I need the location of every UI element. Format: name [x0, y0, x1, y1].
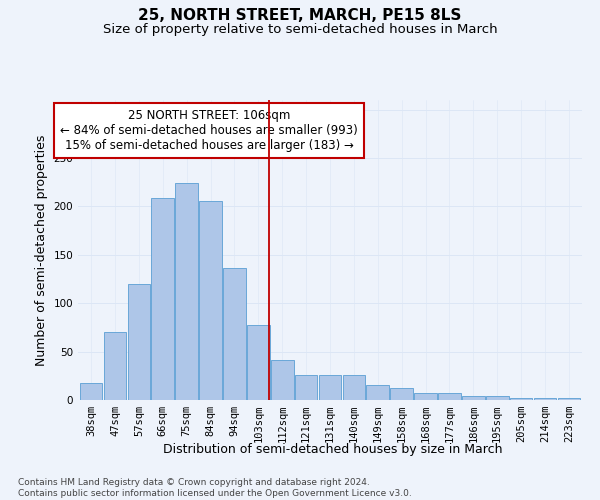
- Bar: [391, 388, 413, 400]
- Bar: [533, 398, 556, 400]
- Bar: [414, 393, 437, 400]
- Bar: [367, 386, 389, 400]
- Bar: [486, 396, 509, 400]
- Bar: [295, 375, 317, 400]
- Text: 25, NORTH STREET, MARCH, PE15 8LS: 25, NORTH STREET, MARCH, PE15 8LS: [139, 8, 461, 22]
- Bar: [175, 183, 198, 400]
- Bar: [151, 198, 174, 400]
- Text: Contains HM Land Registry data © Crown copyright and database right 2024.
Contai: Contains HM Land Registry data © Crown c…: [18, 478, 412, 498]
- Bar: [462, 396, 485, 400]
- Text: Size of property relative to semi-detached houses in March: Size of property relative to semi-detach…: [103, 22, 497, 36]
- Text: Distribution of semi-detached houses by size in March: Distribution of semi-detached houses by …: [163, 442, 503, 456]
- Bar: [343, 375, 365, 400]
- Bar: [80, 382, 103, 400]
- Bar: [223, 268, 246, 400]
- Bar: [271, 360, 293, 400]
- Y-axis label: Number of semi-detached properties: Number of semi-detached properties: [35, 134, 48, 366]
- Text: 25 NORTH STREET: 106sqm
← 84% of semi-detached houses are smaller (993)
15% of s: 25 NORTH STREET: 106sqm ← 84% of semi-de…: [60, 109, 358, 152]
- Bar: [104, 332, 127, 400]
- Bar: [199, 200, 222, 400]
- Bar: [247, 324, 269, 400]
- Bar: [128, 284, 150, 400]
- Bar: [319, 375, 341, 400]
- Bar: [438, 393, 461, 400]
- Bar: [510, 398, 532, 400]
- Bar: [557, 398, 580, 400]
